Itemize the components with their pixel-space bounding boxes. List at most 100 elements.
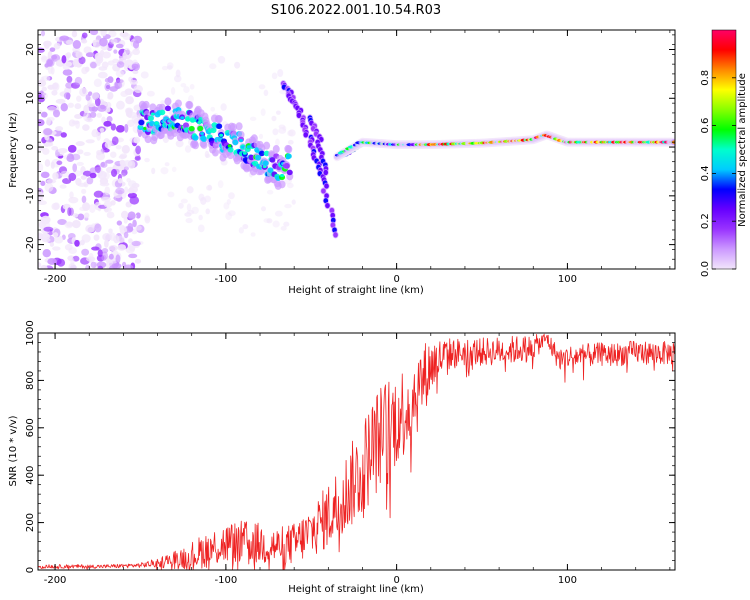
spectrogram-cell — [51, 54, 58, 60]
spectrogram-cell — [85, 94, 91, 101]
spectrogram-cell — [287, 139, 294, 145]
spectrogram-cell — [93, 234, 100, 241]
spectrogram-cell — [280, 225, 287, 231]
spectrogram-cell — [67, 102, 74, 108]
spectrogram-cell — [191, 141, 199, 150]
colorbar-label: Normalized spectral amplitude — [737, 73, 748, 227]
spectrogram-cell — [62, 69, 73, 76]
spectrogram-cell — [97, 71, 108, 79]
spectrogram-cell — [88, 253, 94, 261]
spectrogram-cell — [180, 198, 188, 204]
spectrogram-cell — [89, 167, 97, 175]
spectrogram-cell — [159, 109, 166, 116]
spectrogram-cell — [103, 172, 110, 180]
spectrogram-x-tick-label: -200 — [44, 274, 67, 285]
spectrogram-cell — [242, 151, 247, 155]
snr-x-tick-label: 0 — [393, 575, 399, 586]
spectrogram-y-tick-label: 20 — [25, 43, 36, 56]
spectrogram-cell — [121, 144, 130, 154]
spectrogram-cell — [99, 37, 108, 47]
spectrogram-cell — [67, 144, 77, 153]
spectrogram-cell — [285, 153, 292, 160]
snr-y-tick-label: 200 — [25, 513, 36, 532]
spectrogram-cell — [185, 217, 193, 224]
spectrogram-cell — [303, 132, 309, 138]
spectrogram-cell — [321, 188, 326, 194]
spectrogram-cell — [51, 90, 58, 96]
spectrogram-cell — [260, 206, 267, 212]
spectrogram-cell — [85, 224, 96, 233]
spectrogram-cell — [174, 75, 182, 83]
spectrogram-cell — [93, 78, 102, 88]
spectrogram-cell — [160, 167, 169, 175]
spectrogram-cell — [108, 253, 114, 260]
spectrogram-cell — [209, 63, 217, 70]
spectrogram-cell — [234, 61, 241, 69]
spectrogram-cell — [215, 115, 223, 124]
spectrogram-cell — [68, 172, 77, 181]
spectrogram-cell — [92, 39, 97, 47]
spectrogram-cell — [175, 139, 184, 148]
spectrogram-cell — [41, 237, 51, 243]
spectrogram-cell — [101, 247, 109, 254]
spectrogram-cell — [101, 196, 111, 202]
spectrogram-cell — [87, 91, 93, 96]
spectrogram-cell — [115, 187, 125, 195]
spectrogram-cell — [184, 212, 192, 217]
spectrogram-cell — [46, 179, 57, 184]
spectrogram-cell — [226, 198, 231, 205]
spectrogram-cell — [171, 166, 177, 173]
spectrogram-cell — [258, 150, 265, 157]
spectrogram-x-label: Height of straight line (km) — [288, 285, 424, 296]
spectrogram-cell — [103, 200, 113, 208]
spectrogram-cell — [127, 180, 137, 188]
spectrogram-cell — [45, 58, 55, 68]
spectrogram-cell — [242, 223, 249, 230]
spectrogram-cell — [227, 210, 236, 217]
chart-title: S106.2022.001.10.54.R03 — [271, 3, 441, 18]
spectrogram-cell — [198, 193, 205, 201]
spectrogram-cell — [38, 146, 45, 151]
spectrogram-cell — [86, 102, 96, 108]
spectrogram-cell — [110, 151, 117, 158]
spectrogram-cell — [74, 239, 80, 247]
spectrogram-cell — [41, 86, 47, 92]
spectrogram-cell — [89, 204, 96, 213]
spectrogram-cell — [72, 219, 81, 229]
spectrogram-cell — [107, 60, 115, 66]
spectrogram-cell — [132, 40, 140, 49]
spectrogram-cell — [330, 222, 336, 228]
spectrogram-cell — [90, 111, 97, 118]
spectrogram-cell — [108, 244, 118, 252]
spectrogram-cell — [89, 30, 99, 36]
spectrogram-cell — [115, 70, 125, 78]
spectrogram-cell — [266, 189, 274, 195]
spectrogram-cell — [283, 221, 290, 227]
spectrogram-cell — [116, 235, 125, 244]
spectrogram-cell — [66, 75, 73, 83]
spectrogram-cell — [47, 258, 57, 265]
spectrogram-cell — [43, 128, 53, 136]
spectrogram-x-tick-label: 100 — [558, 274, 577, 285]
spectrogram-cell — [49, 47, 56, 52]
spectrogram-cell — [286, 182, 294, 189]
spectrogram-cell — [99, 104, 106, 110]
spectrogram-cell — [72, 163, 78, 173]
spectrogram-cell — [83, 151, 91, 156]
spectrogram-cell — [123, 47, 131, 55]
spectrogram-cell — [184, 145, 192, 153]
spectrogram-cell — [43, 40, 52, 47]
spectrogram-cell — [81, 195, 87, 204]
spectrogram-cell — [124, 59, 134, 69]
spectrogram-cell — [40, 30, 46, 37]
spectrogram-cell — [197, 125, 204, 132]
spectrogram-cell — [197, 224, 205, 233]
spectrogram-cell — [68, 263, 77, 269]
spectrogram-cell — [90, 261, 97, 269]
spectrogram-cell — [116, 61, 125, 68]
spectrogram-cell — [258, 133, 264, 139]
snr-y-tick-label: 800 — [25, 371, 36, 390]
spectrogram-cell — [113, 49, 118, 54]
spectrogram-cell — [55, 126, 64, 132]
